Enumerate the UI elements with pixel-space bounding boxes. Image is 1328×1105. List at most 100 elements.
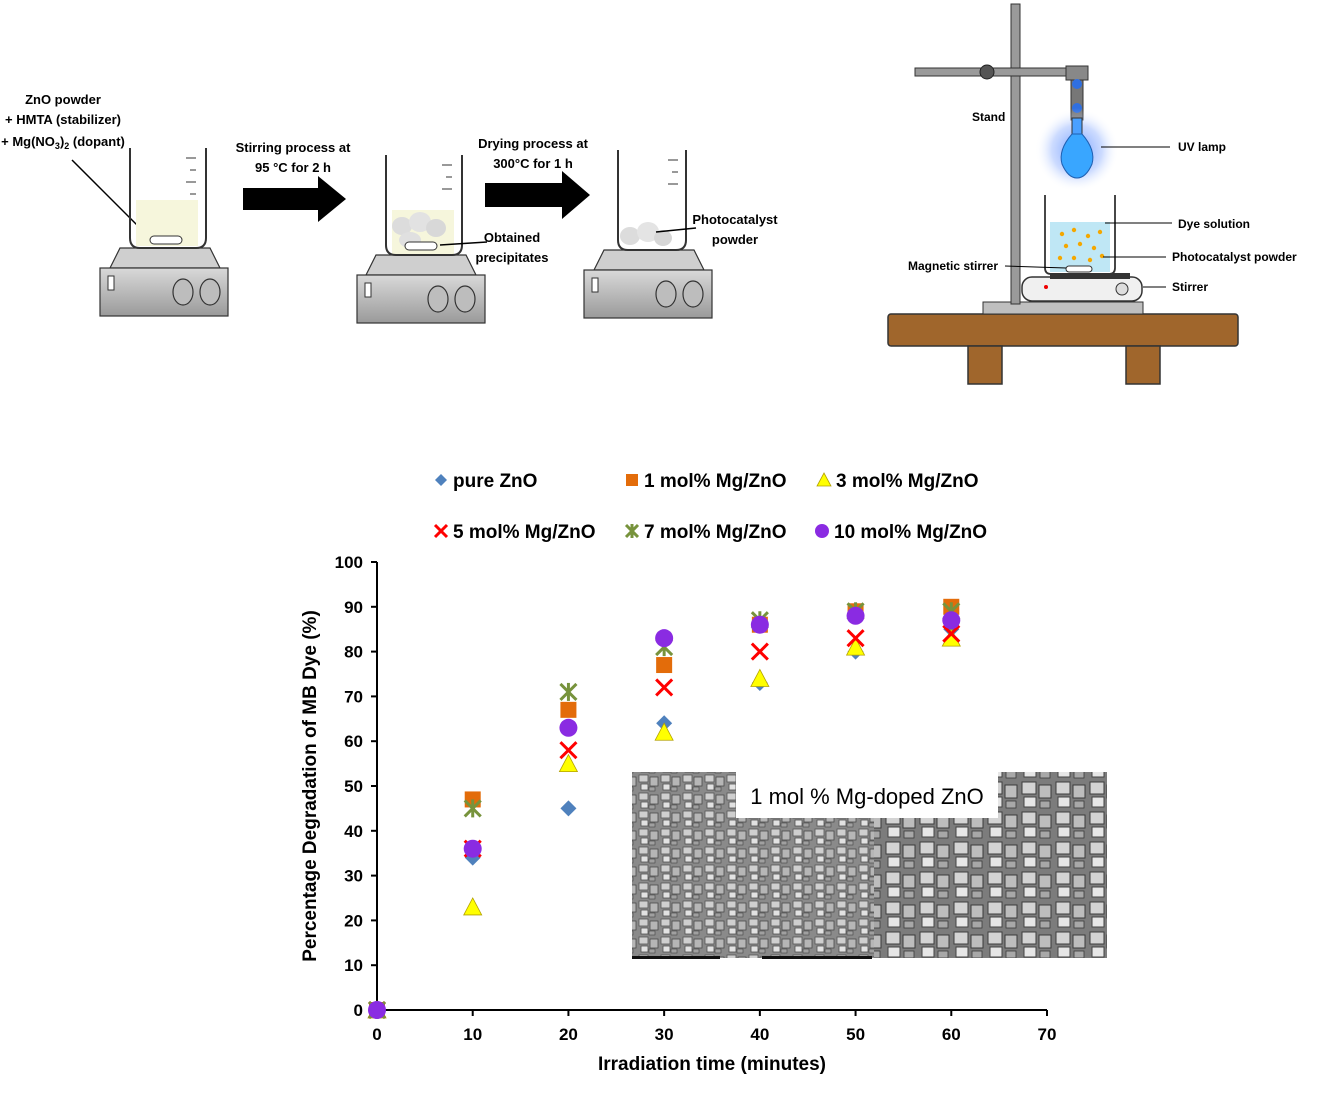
data-point-series-6 — [463, 839, 482, 858]
data-point-series-4 — [559, 741, 578, 760]
drying-label-2: 300°C for 1 h — [493, 156, 573, 171]
hotplate-1 — [99, 247, 229, 317]
process-arrow-1 — [243, 176, 346, 222]
legend-marker-3 — [816, 472, 832, 487]
stand-arm — [914, 67, 1088, 77]
data-point-series-2 — [656, 657, 673, 674]
y-tick-label: 20 — [344, 911, 363, 930]
sem-inset: 1 mol % Mg-doped ZnO — [632, 772, 1107, 959]
data-point-series-1 — [560, 800, 577, 817]
legend-marker-6 — [815, 524, 829, 538]
y-tick-label: 10 — [344, 956, 363, 975]
stand-base — [982, 301, 1144, 315]
x-tick-label: 50 — [846, 1025, 865, 1044]
hotplate-2 — [356, 254, 486, 324]
powder-pointer — [655, 227, 697, 233]
uv-lamp-label: UV lamp — [1178, 140, 1226, 154]
magnetic-stirrer-label: Magnetic stirrer — [908, 259, 998, 273]
data-point-series-6 — [368, 1001, 386, 1019]
x-tick-label: 30 — [655, 1025, 674, 1044]
data-point-series-5 — [463, 799, 482, 818]
beaker-1 — [129, 148, 207, 249]
data-point-series-2 — [560, 701, 577, 718]
precipitates-pointer — [439, 241, 488, 246]
y-tick-label: 70 — [344, 687, 363, 706]
y-tick-label: 80 — [344, 643, 363, 662]
process-arrow-2 — [485, 171, 590, 219]
data-point-series-3 — [463, 897, 483, 916]
legend-marker-1 — [435, 474, 447, 486]
data-point-series-4 — [655, 678, 674, 697]
beaker-3 — [617, 150, 687, 251]
chart-legend: pure ZnO 1 mol% Mg/ZnO 3 mol% Mg/ZnO 5 mol%… — [433, 471, 987, 543]
data-point-series-6 — [846, 606, 865, 625]
photocatalysis-setup: Stand UV lamp Dye solution Photocatalyst… — [887, 3, 1297, 385]
synthesis-schematic: ZnO powder + HMTA (stabilizer) + Mg(NO3)… — [1, 92, 778, 324]
drying-label-1: Drying process at — [478, 136, 588, 151]
data-point-series-6 — [750, 615, 769, 634]
axis-ticks: 0 10 20 30 40 50 60 70 0 10 20 30 40 50 60 70 80 90 100 — [335, 553, 1057, 1044]
photocatalyst-label: Photocatalyst powder — [1172, 250, 1297, 264]
table-top — [887, 313, 1239, 347]
reagents-label-2: + HMTA (stabilizer) — [5, 112, 121, 127]
reagents-label-3: + Mg(NO3)2 (dopant) — [1, 134, 125, 151]
legend-marker-2 — [626, 474, 638, 486]
powder-label-1: Photocatalyst — [692, 212, 778, 227]
dye-solution-label: Dye solution — [1178, 217, 1250, 231]
data-point-series-6 — [942, 611, 961, 630]
sem-caption: 1 mol % Mg-doped ZnO — [750, 784, 984, 809]
clamp-knob — [979, 64, 995, 80]
legend-marker-4 — [433, 523, 449, 539]
legend-label-4: 5 mol% Mg/ZnO — [453, 522, 596, 543]
data-point-series-4 — [750, 642, 769, 661]
x-tick-label: 60 — [942, 1025, 961, 1044]
data-point-series-6 — [559, 718, 578, 737]
stirring-label-2: 95 °C for 2 h — [255, 160, 331, 175]
legend-label-1: pure ZnO — [453, 471, 537, 492]
stirring-label-1: Stirring process at — [236, 140, 352, 155]
degradation-chart: pure ZnO 1 mol% Mg/ZnO 3 mol% Mg/ZnO 5 mol%… — [300, 471, 1107, 1075]
y-tick-label: 60 — [344, 732, 363, 751]
y-tick-label: 90 — [344, 598, 363, 617]
y-tick-label: 50 — [344, 777, 363, 796]
x-tick-label: 0 — [372, 1025, 381, 1044]
x-axis-title: Irradiation time (minutes) — [598, 1054, 826, 1075]
y-tick-label: 100 — [335, 553, 363, 572]
x-tick-label: 10 — [463, 1025, 482, 1044]
data-point-series-5 — [559, 682, 578, 701]
data-point-series-4 — [942, 624, 961, 643]
precipitates-label-2: precipitates — [476, 250, 549, 265]
y-tick-label: 0 — [354, 1001, 363, 1020]
legend-label-6: 10 mol% Mg/ZnO — [834, 522, 987, 543]
data-point-series-3 — [845, 637, 866, 656]
data-point-series-3 — [558, 753, 579, 772]
reagents-pointer — [71, 159, 141, 229]
data-point-series-3 — [750, 668, 770, 687]
reagents-label-1: ZnO powder — [25, 92, 101, 107]
legend-marker-5 — [624, 523, 640, 539]
x-tick-label: 40 — [750, 1025, 769, 1044]
data-point-series-4 — [846, 629, 865, 648]
uv-lamp-bulb — [1060, 133, 1094, 179]
powder-label-2: powder — [712, 232, 758, 247]
data-point-series-6 — [655, 629, 674, 648]
stirrer-label: Stirrer — [1172, 280, 1208, 294]
y-tick-label: 30 — [344, 867, 363, 886]
legend-label-3: 3 mol% Mg/ZnO — [836, 471, 979, 492]
legend-label-5: 7 mol% Mg/ZnO — [644, 522, 787, 543]
data-points — [367, 598, 961, 1020]
precipitates-label-1: Obtained — [484, 230, 540, 245]
sem-caption-box — [736, 772, 998, 818]
data-point-series-3 — [654, 722, 674, 741]
y-tick-label: 40 — [344, 822, 363, 841]
x-tick-label: 70 — [1038, 1025, 1057, 1044]
x-tick-label: 20 — [559, 1025, 578, 1044]
stand-label: Stand — [972, 110, 1005, 124]
beaker-2 — [385, 155, 463, 256]
hotplate-3 — [583, 249, 713, 319]
table-leg-left — [967, 345, 1003, 385]
legend-label-2: 1 mol% Mg/ZnO — [644, 471, 787, 492]
stand-rod — [1010, 3, 1021, 305]
y-axis-title: Percentage Degradation of MB Dye (%) — [300, 610, 321, 962]
